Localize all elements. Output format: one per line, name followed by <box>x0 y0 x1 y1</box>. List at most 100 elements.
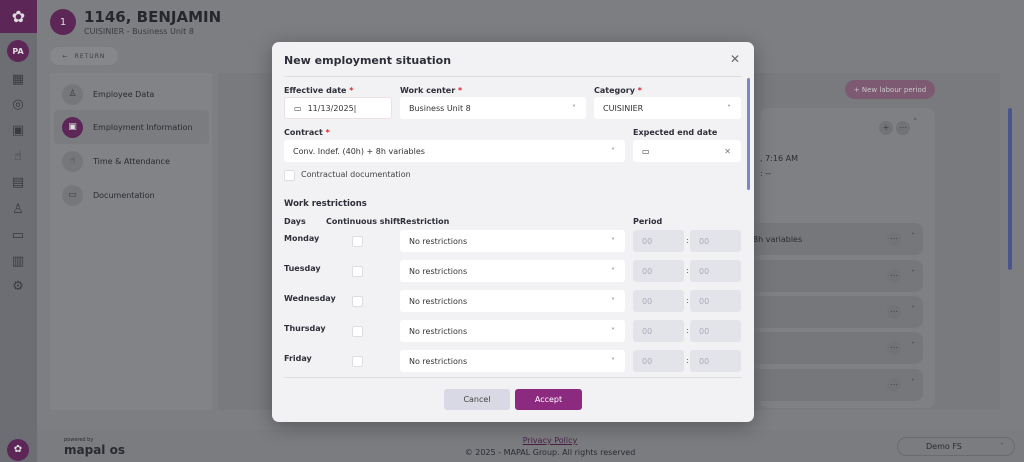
new-labour-period-button[interactable]: + New labour period <box>845 80 935 99</box>
calendar-icon[interactable]: ▣ <box>11 123 25 138</box>
contractual-documentation-checkbox[interactable] <box>284 170 295 181</box>
user-search-icon[interactable]: ♙ <box>12 202 24 217</box>
calendar-icon: ▭ <box>642 146 650 156</box>
cancel-button[interactable]: Cancel <box>444 389 510 410</box>
chevron-down-icon: ˅ <box>611 236 615 246</box>
period-to-input[interactable]: 00 <box>690 320 741 342</box>
dialog-scrollbar[interactable] <box>747 78 750 190</box>
briefcase-icon: ▣ <box>62 116 83 138</box>
chevron-down-icon: ˅ <box>611 326 615 336</box>
page-subtitle: CUISINIER - Business Unit 8 <box>84 27 194 36</box>
nav-label: Employee Data <box>93 89 155 99</box>
company-selector[interactable]: Demo FS ˅ <box>897 437 1015 456</box>
restriction-select[interactable]: No restrictions ˅ <box>400 230 625 252</box>
more-button[interactable]: ⋯ <box>887 305 901 319</box>
period-to-input[interactable]: 00 <box>690 260 741 282</box>
report-icon[interactable]: ▥ <box>11 254 25 269</box>
row-label: 8h variables <box>753 234 803 244</box>
period-from-input[interactable]: 00 <box>633 230 684 252</box>
nav-item-time-attendance[interactable]: ☝ Time & Attendance <box>54 144 209 178</box>
avatar[interactable]: PA <box>7 40 29 62</box>
clear-icon[interactable]: ✕ <box>724 146 731 156</box>
dashboard-icon[interactable]: ▦ <box>11 72 25 87</box>
continuous-shift-checkbox[interactable] <box>352 266 363 277</box>
nav-item-employment-information[interactable]: ▣ Employment Information <box>54 110 209 144</box>
chevron-down-icon[interactable]: ˅ <box>911 232 915 241</box>
contract-row[interactable]: ⋯ ˅ <box>745 332 923 364</box>
nav-item-employee-data[interactable]: ♙ Employee Data <box>54 77 209 111</box>
accept-button[interactable]: Accept <box>515 389 582 410</box>
card-value: : -- <box>760 169 772 178</box>
more-button[interactable]: ⋯ <box>887 341 901 355</box>
mapal-logo: mapal os <box>64 443 125 457</box>
add-button[interactable]: + <box>879 121 893 135</box>
hand-touch-icon[interactable]: ☝ <box>14 149 22 164</box>
archive-icon[interactable]: ▭ <box>11 228 25 243</box>
document-icon[interactable]: ▤ <box>11 175 25 190</box>
company-name: Demo FS <box>926 442 962 451</box>
user-circle-icon[interactable]: ◎ <box>12 97 24 112</box>
nav-label: Employment Information <box>93 122 193 132</box>
contract-row[interactable]: ⋯ ˅ <box>745 369 923 401</box>
effective-date-input[interactable]: ▭ 11/13/2025 | <box>284 97 392 119</box>
contract-row[interactable]: ⋯ ˅ <box>745 296 923 328</box>
nav-label: Documentation <box>93 190 155 200</box>
category-label: Category * <box>594 86 642 95</box>
period-from-input[interactable]: 00 <box>633 290 684 312</box>
category-select[interactable]: CUISINIER ˅ <box>594 97 741 119</box>
gear-icon[interactable]: ⚙ <box>12 279 24 294</box>
chevron-down-icon[interactable]: ˅ <box>911 378 915 387</box>
continuous-shift-checkbox[interactable] <box>352 236 363 247</box>
page-title: 1146, BENJAMIN <box>84 8 222 26</box>
contract-row[interactable]: ⋯ ˅ <box>745 260 923 292</box>
continuous-shift-checkbox[interactable] <box>352 356 363 367</box>
more-button[interactable]: ⋯ <box>887 232 901 246</box>
period-to-input[interactable]: 00 <box>690 290 741 312</box>
period-from-input[interactable]: 00 <box>633 350 684 372</box>
days-header: Days <box>284 217 306 226</box>
app-logo[interactable]: ✿ <box>0 0 37 33</box>
period-to-input[interactable]: 00 <box>690 350 741 372</box>
chevron-down-icon: ˅ <box>611 146 615 156</box>
nav-item-documentation[interactable]: ▭ Documentation <box>54 178 209 212</box>
contract-select[interactable]: Conv. Indef. (40h) + 8h variables ˅ <box>284 140 625 162</box>
bottom-logo[interactable]: ✿ <box>7 439 29 461</box>
more-button[interactable]: ⋯ <box>887 269 901 283</box>
chevron-down-icon[interactable]: ˅ <box>911 305 915 314</box>
restriction-select[interactable]: No restrictions ˅ <box>400 260 625 282</box>
work-center-select[interactable]: Business Unit 8 ˅ <box>400 97 586 119</box>
more-button[interactable]: ⋯ <box>896 121 910 135</box>
period-header: Period <box>633 217 663 226</box>
more-button[interactable]: ⋯ <box>887 378 901 392</box>
work-restrictions-title: Work restrictions <box>284 199 367 209</box>
new-labour-period-label: New labour period <box>861 85 927 94</box>
return-button[interactable]: ← RETURN <box>50 47 118 65</box>
privacy-policy-link[interactable]: Privacy Policy <box>522 436 578 445</box>
chevron-down-icon: ˅ <box>611 296 615 306</box>
period-to-input[interactable]: 00 <box>690 230 741 252</box>
restriction-select[interactable]: No restrictions ˅ <box>400 320 625 342</box>
continuous-shift-header: Continuous shift <box>326 217 401 226</box>
content-scrollbar[interactable] <box>1008 108 1012 270</box>
hand-touch-icon: ☝ <box>62 150 83 172</box>
period-from-input[interactable]: 00 <box>633 260 684 282</box>
continuous-shift-checkbox[interactable] <box>352 296 363 307</box>
expected-end-date-input[interactable]: ▭ ✕ <box>633 140 741 162</box>
chevron-down-icon: ˅ <box>611 266 615 276</box>
chevron-down-icon: ˅ <box>727 103 731 113</box>
new-employment-situation-dialog: New employment situation ✕ Effective dat… <box>272 42 754 422</box>
chevron-down-icon[interactable]: ˅ <box>911 341 915 350</box>
period-from-input[interactable]: 00 <box>633 320 684 342</box>
restriction-header: Restriction <box>400 217 450 226</box>
chevron-down-icon: ˅ <box>611 356 615 366</box>
continuous-shift-checkbox[interactable] <box>352 326 363 337</box>
chevron-down-icon[interactable]: ˅ <box>911 269 915 278</box>
restriction-select[interactable]: No restrictions ˅ <box>400 350 625 372</box>
chevron-up-icon[interactable]: ˄ <box>913 118 918 128</box>
effective-date-label: Effective date * <box>284 86 354 95</box>
contract-row[interactable]: 8h variables ⋯ ˅ <box>745 223 923 255</box>
restriction-select[interactable]: No restrictions ˅ <box>400 290 625 312</box>
day-label: Wednesday <box>284 294 336 303</box>
close-icon[interactable]: ✕ <box>730 52 741 66</box>
nav-label: Time & Attendance <box>93 156 170 166</box>
